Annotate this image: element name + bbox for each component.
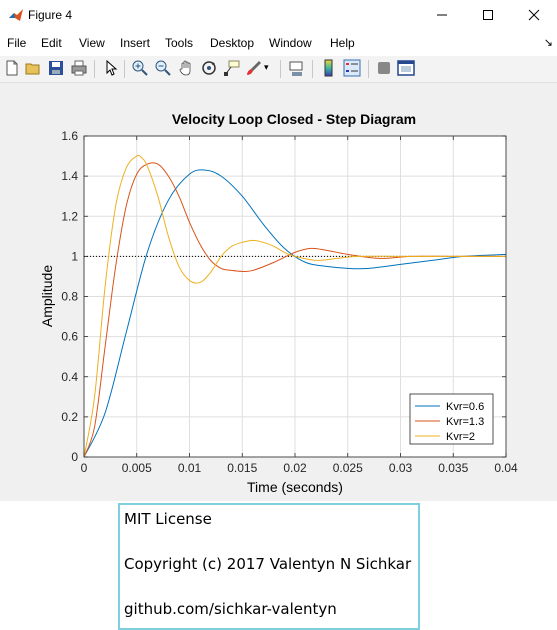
hide-plot-tools-icon[interactable]	[375, 59, 393, 77]
y-tick-label: 0.6	[61, 330, 78, 344]
x-axis-label: Time (seconds)	[247, 479, 343, 495]
menu-tools[interactable]: Tools	[165, 36, 194, 50]
brush-dropdown-icon[interactable]: ▾	[264, 62, 269, 72]
window-title: Figure 4	[28, 8, 73, 22]
maximize-icon	[483, 10, 493, 20]
x-tick-labels: 0 0.005 0.01 0.015 0.02 0.025 0.03 0.035 0.04	[81, 461, 518, 475]
toolbar-separator	[94, 60, 95, 78]
license-copyright: Copyright (c) 2017 Valentyn N Sichkar	[124, 555, 412, 573]
legend-label: Kvr=2	[446, 431, 475, 443]
save-icon[interactable]	[47, 59, 65, 77]
y-tick-labels: 0 0.2 0.4 0.6 0.8 1 1.2 1.4 1.6	[61, 129, 78, 464]
x-tick-label: 0	[81, 461, 88, 475]
menu-desktop[interactable]: Desktop	[210, 36, 255, 50]
axes-box	[83, 135, 507, 458]
y-tick-label: 1.6	[61, 129, 78, 143]
toolbar-separator	[368, 60, 369, 78]
legend-label: Kvr=0.6	[446, 401, 484, 413]
legend[interactable]: Kvr=0.6 Kvr=1.3 Kvr=2	[409, 393, 494, 445]
step-response-plot[interactable]: 0 0.005 0.01 0.015 0.02 0.025 0.03 0.035 0.04 00…	[0, 83, 557, 501]
menu-insert[interactable]: Insert	[120, 36, 151, 50]
x-tick-label: 0.02	[283, 461, 307, 475]
toolbar-separator	[312, 60, 313, 78]
minimize-icon	[437, 14, 447, 16]
y-axis-label: Amplitude	[39, 265, 55, 327]
window-title-bar: Figure 4	[0, 0, 557, 30]
legend-label: Kvr=1.3	[446, 416, 484, 428]
maximize-button[interactable]	[465, 0, 511, 30]
license-box: MIT License Copyright (c) 2017 Valentyn …	[118, 503, 420, 630]
x-tick-label: 0.01	[178, 461, 202, 475]
menu-edit[interactable]: Edit	[41, 36, 62, 50]
menu-bar: File Edit View Insert Tools Desktop Wind…	[0, 32, 557, 54]
close-icon	[528, 9, 540, 21]
close-button[interactable]	[511, 0, 557, 30]
chart-title: Velocity Loop Closed - Step Diagram	[172, 111, 416, 127]
show-plot-tools-icon[interactable]	[397, 59, 415, 77]
license-github: github.com/sichkar-valentyn	[124, 600, 337, 618]
brush-icon[interactable]	[245, 59, 263, 77]
zoom-in-icon[interactable]	[131, 59, 149, 77]
menu-help[interactable]: Help	[330, 36, 355, 50]
open-file-icon[interactable]	[24, 59, 42, 77]
y-tick-label: 0	[71, 450, 78, 464]
menu-window[interactable]: Window	[269, 36, 312, 50]
y-tick-label: 1.4	[61, 169, 78, 183]
series-line-3	[83, 154, 506, 458]
y-tick-label: 0.2	[61, 410, 78, 424]
y-tick-label: 1	[71, 249, 78, 263]
y-tick-label: 0.4	[61, 370, 78, 384]
rotate-3d-icon[interactable]	[200, 59, 218, 77]
figure-toolbar: ▾	[0, 56, 557, 83]
link-plot-icon[interactable]	[288, 59, 306, 77]
toolbar-separator	[280, 60, 281, 78]
toolbar-separator	[124, 60, 125, 78]
x-tick-label: 0.025	[333, 461, 363, 475]
y-tick-label: 0.8	[61, 290, 78, 304]
colorbar-icon[interactable]	[320, 59, 338, 77]
pan-icon[interactable]	[177, 59, 195, 77]
legend-icon[interactable]	[343, 59, 361, 77]
dock-arrow-icon[interactable]: ↘	[543, 37, 553, 49]
series-lines	[83, 154, 507, 458]
x-tick-label: 0.005	[122, 461, 152, 475]
menu-view[interactable]: View	[79, 36, 105, 50]
print-icon[interactable]	[70, 59, 88, 77]
x-tick-label: 0.04	[494, 461, 518, 475]
matlab-icon	[9, 9, 23, 21]
edit-plot-arrow-icon[interactable]	[101, 59, 119, 77]
series-line-2	[83, 162, 506, 458]
x-tick-label: 0.015	[227, 461, 257, 475]
license-title: MIT License	[124, 510, 212, 528]
y-tick-label: 1.2	[61, 209, 78, 223]
minimize-button[interactable]	[419, 0, 465, 30]
zoom-out-icon[interactable]	[154, 59, 172, 77]
menu-file[interactable]: File	[7, 36, 27, 50]
new-figure-icon[interactable]	[3, 59, 21, 77]
data-cursor-icon[interactable]	[223, 59, 241, 77]
x-tick-label: 0.03	[389, 461, 413, 475]
x-tick-label: 0.035	[438, 461, 468, 475]
series-line-1	[83, 169, 507, 458]
